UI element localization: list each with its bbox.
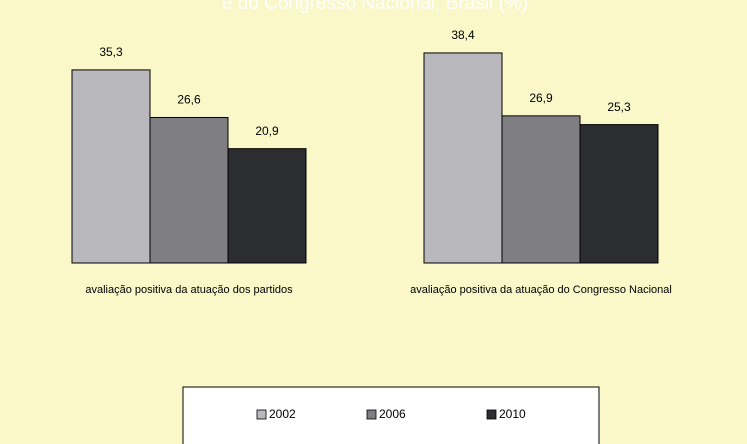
chart-title: e do Congresso Nacional, Brasil (%) xyxy=(222,0,528,14)
legend-label: 2010 xyxy=(499,407,526,421)
legend-swatch xyxy=(486,409,497,420)
category-label: avaliação positiva da atuação do Congres… xyxy=(410,284,672,296)
data-label: 25,3 xyxy=(607,100,631,114)
bar xyxy=(423,52,503,264)
data-label: 20,9 xyxy=(255,124,279,138)
category-label: avaliação positiva da atuação dos partid… xyxy=(85,284,293,296)
legend-box xyxy=(182,386,600,444)
legend-label: 2006 xyxy=(379,407,406,421)
data-label: 26,6 xyxy=(177,93,201,107)
data-label: 38,4 xyxy=(451,28,475,42)
bar xyxy=(71,69,151,264)
bar xyxy=(579,124,659,264)
legend-swatch xyxy=(256,409,267,420)
bar xyxy=(227,148,307,264)
data-label: 35,3 xyxy=(99,45,123,59)
bar xyxy=(501,115,581,264)
bar xyxy=(149,116,229,264)
legend-label: 2002 xyxy=(269,407,296,421)
data-label: 26,9 xyxy=(529,91,553,105)
legend-swatch xyxy=(366,409,377,420)
